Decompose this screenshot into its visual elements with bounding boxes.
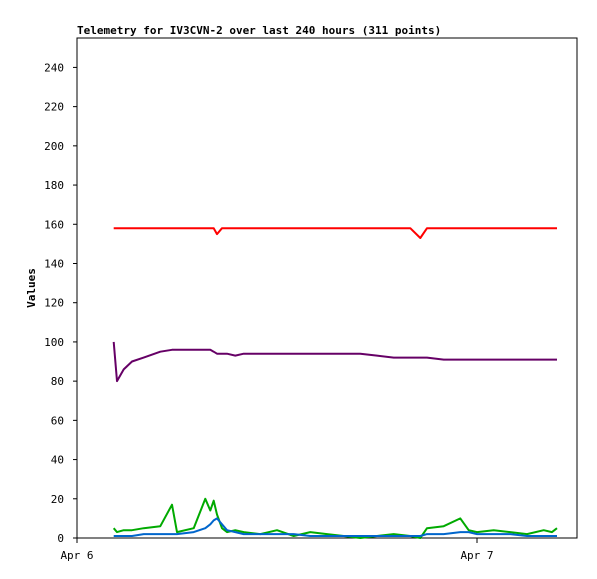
y-tick-label: 60	[51, 414, 64, 427]
x-tick-label: Apr 6	[60, 549, 93, 562]
series-line	[113, 517, 557, 537]
plot-frame	[76, 37, 578, 539]
series-line	[113, 227, 557, 239]
y-tick-label: 0	[57, 532, 64, 545]
series-line	[112, 497, 558, 539]
y-tick-label: 40	[51, 454, 64, 467]
y-tick-label: 120	[44, 297, 64, 310]
y-tick-label: 180	[44, 179, 64, 192]
y-tick-label: 220	[44, 101, 64, 114]
x-tick-label: Apr 7	[460, 549, 493, 562]
chart-title: Telemetry for IV3CVN-2 over last 240 hou…	[77, 24, 441, 37]
y-tick-label: 20	[51, 493, 64, 506]
y-tick-label: 160	[44, 218, 64, 231]
y-tick-label: 80	[51, 375, 64, 388]
y-tick-label: 240	[44, 61, 64, 74]
y-tick-label: 100	[44, 336, 64, 349]
y-tick-label: 200	[44, 140, 64, 153]
y-tick-label: 140	[44, 257, 64, 270]
y-axis-label: Values	[25, 268, 38, 308]
series-line	[112, 341, 557, 383]
